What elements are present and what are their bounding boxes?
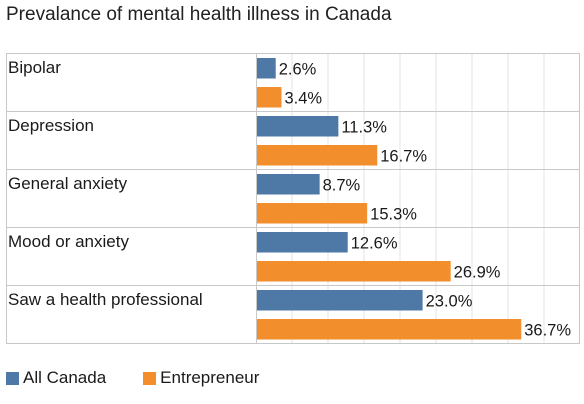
bars-layer: Bipolar 2.6% 3.4% Depression 11.3% 16.7% Gener… <box>8 58 571 340</box>
category-label: Mood or anxiety <box>8 232 129 251</box>
legend-label-all-canada: All Canada <box>23 368 107 387</box>
data-label: 16.7% <box>380 147 427 165</box>
data-label: 2.6% <box>279 60 317 78</box>
grid-layer <box>6 53 580 344</box>
legend-item-entrepreneur: Entrepreneur <box>143 368 259 388</box>
category-label: Bipolar <box>8 58 61 77</box>
bar-entrepreneur <box>257 203 368 224</box>
data-label: 15.3% <box>370 205 417 223</box>
category-label: Depression <box>8 116 94 135</box>
legend-swatch-entrepreneur <box>143 371 157 385</box>
bar-entrepreneur <box>257 319 522 340</box>
data-label: 8.7% <box>323 176 361 194</box>
legend-swatch-all-canada <box>6 371 19 385</box>
data-label: 12.6% <box>351 234 398 252</box>
data-label: 23.0% <box>426 292 473 310</box>
bar-entrepreneur <box>257 145 378 166</box>
data-label: 3.4% <box>284 89 322 107</box>
bar-all-canada <box>257 232 348 253</box>
legend-label-entrepreneur: Entrepreneur <box>160 368 260 387</box>
bar-entrepreneur <box>257 261 451 282</box>
category-label: General anxiety <box>8 174 128 193</box>
legend-item-all-canada: All Canada <box>6 368 106 388</box>
data-label: 11.3% <box>341 118 387 136</box>
data-label: 26.9% <box>454 263 501 281</box>
bar-all-canada <box>257 174 320 195</box>
bar-chart: Bipolar 2.6% 3.4% Depression 11.3% 16.7% Gener… <box>6 53 580 344</box>
data-label: 36.7% <box>524 321 571 339</box>
bar-all-canada <box>257 290 423 311</box>
legend: All Canada Entrepreneur <box>6 368 259 388</box>
bar-all-canada <box>257 58 276 79</box>
bar-entrepreneur <box>257 87 282 108</box>
bar-all-canada <box>257 116 339 137</box>
category-label: Saw a health professional <box>8 290 203 309</box>
chart-title: Prevalance of mental health illness in C… <box>6 4 392 25</box>
